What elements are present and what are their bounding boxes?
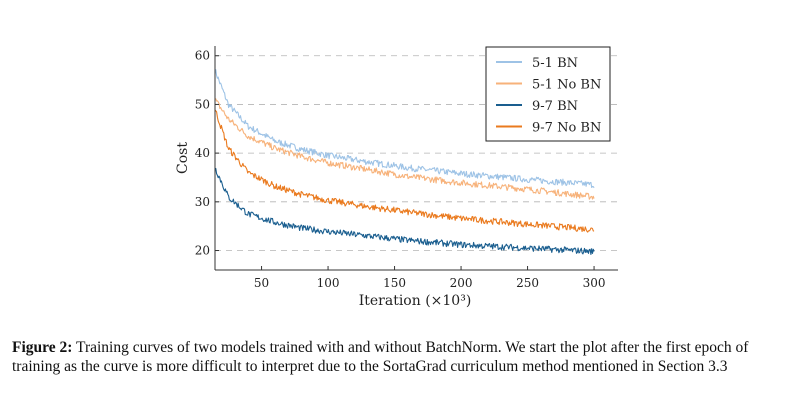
legend-label: 9-7 No BN	[532, 121, 601, 136]
training-curves-figure: 20 30 40 50 60 50 100 150 200 250 300 5-1 BN 5-1 No…	[175, 46, 618, 309]
x-tick-label: 100	[317, 276, 340, 290]
y-tick-label: 50	[195, 97, 210, 111]
x-tick-label: 300	[583, 276, 606, 290]
x-axis-label: Iteration (×10³)	[359, 293, 472, 309]
figure-caption-label: Figure 2:	[12, 339, 73, 356]
legend-label: 5-1 BN	[532, 56, 578, 71]
series-line-5-1-no-bn	[214, 98, 595, 200]
x-tick-label: 50	[254, 276, 269, 290]
x-tick-label: 250	[516, 276, 539, 290]
y-tick-label: 30	[195, 195, 210, 209]
x-tick-label: 150	[383, 276, 406, 290]
figure-caption: Figure 2: Training curves of two models …	[12, 338, 790, 376]
figure-caption-text: Training curves of two models trained wi…	[12, 339, 749, 375]
training-curves-chart: 20 30 40 50 60 50 100 150 200 250 300 5-1 BN 5-1 No…	[175, 46, 618, 309]
series-line-9-7-bn	[214, 167, 595, 255]
legend-label: 5-1 No BN	[532, 78, 601, 93]
legend-box	[485, 46, 611, 142]
y-tick-label: 60	[195, 49, 210, 63]
y-tick-label: 20	[195, 244, 210, 258]
y-axis-label: Cost	[175, 142, 191, 174]
legend-label: 9-7 BN	[532, 99, 578, 114]
series-line-5-1-bn	[214, 69, 595, 189]
series-line-9-7-no-bn	[214, 109, 595, 233]
y-tick-label: 40	[195, 146, 210, 160]
x-tick-label: 200	[450, 276, 473, 290]
